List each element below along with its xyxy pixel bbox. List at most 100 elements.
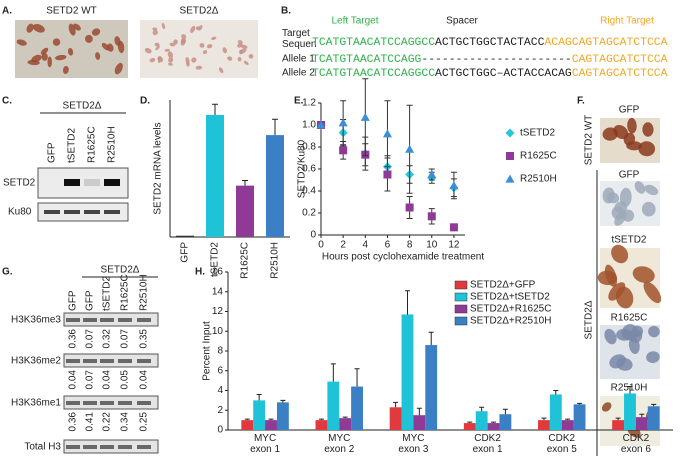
panel-label: E.: [294, 96, 304, 107]
bar: [265, 420, 277, 430]
x-tick-label: 8: [407, 240, 413, 251]
bar: [413, 415, 426, 430]
bar: [538, 420, 550, 430]
error-bar: [428, 331, 434, 346]
bar: [241, 420, 254, 430]
x-tick-label: 10: [426, 240, 438, 251]
sequence: TCATGTAACATCCAGGCCACTGCTGGCTACTACCACAGCA…: [312, 37, 668, 49]
seq-middle: ----------------------: [421, 54, 571, 66]
error-bar: [354, 368, 360, 387]
band: [84, 210, 100, 214]
cell: [198, 25, 203, 31]
error-bar: [256, 393, 262, 401]
bar: [425, 345, 438, 430]
seq-left: TCATGTAACATCCAGGCC: [312, 68, 435, 80]
bar: [339, 418, 352, 430]
cell: [84, 34, 93, 43]
bar: [612, 420, 625, 430]
band: [66, 445, 80, 449]
error-bar: [404, 290, 410, 315]
legend-label: R1625C: [520, 151, 557, 162]
quant-value: 0.22: [102, 412, 113, 432]
cell: [611, 244, 629, 264]
quant-value: 0.05: [120, 370, 131, 390]
cell: [67, 47, 74, 56]
image-title: R2510H: [611, 383, 648, 394]
x-tick-label: MYC exon 2: [324, 433, 355, 455]
band: [83, 359, 97, 363]
point: [427, 212, 436, 221]
cell: [648, 325, 660, 338]
bar: [401, 314, 414, 430]
x-tick-label-box: CDK2 exon 6: [621, 433, 651, 455]
bar: [487, 423, 500, 430]
y-tick-label: 14: [212, 286, 224, 297]
bar: [389, 407, 402, 430]
group-label: SETD2Δ: [101, 265, 140, 276]
cell: [168, 62, 173, 66]
cell: [632, 266, 655, 283]
cell: [47, 56, 52, 68]
x-tick-label: 12: [448, 240, 460, 251]
bar: [635, 417, 648, 430]
cell: [167, 51, 174, 59]
image-title: GFP: [619, 105, 640, 116]
legend-label: SETD2Δ+R2510H: [470, 316, 551, 327]
quant-value: 0.04: [68, 370, 79, 390]
micrograph: [140, 20, 258, 78]
x-tick-label: CDK2 exon 5: [546, 433, 577, 455]
y-tick-label: 0.8: [302, 142, 316, 153]
cell: [180, 38, 186, 46]
band: [137, 318, 151, 322]
y-tick-label: 0.2: [302, 208, 316, 219]
image-title: SETD2Δ: [180, 6, 219, 17]
error-bar: [330, 363, 336, 382]
y-axis-label: SETD2/Ku80: [297, 139, 308, 198]
cell: [206, 44, 213, 49]
bar: [266, 135, 284, 237]
cell: [186, 61, 190, 67]
y-tick-label: 2: [217, 405, 223, 416]
cell: [646, 351, 660, 364]
cell: [157, 56, 164, 63]
cell: [32, 24, 45, 33]
quant-value: 0.36: [68, 329, 79, 349]
quant-value: 0.04: [139, 370, 150, 390]
legend-swatch: [454, 316, 468, 326]
cell: [243, 60, 249, 66]
band: [118, 359, 132, 363]
cell: [202, 50, 208, 55]
cell: [619, 187, 632, 207]
row-label-box: Target Sequence: [282, 28, 316, 50]
error-bar: [651, 403, 657, 407]
point: [449, 181, 459, 190]
cell: [101, 42, 110, 51]
point: [338, 118, 348, 127]
cell: [164, 48, 170, 52]
band: [83, 318, 97, 322]
quant-value: 0.04: [102, 370, 113, 390]
y-axis-label: SETD2 mRNA levels: [153, 122, 164, 214]
y-tick-label: 10: [212, 326, 224, 337]
band: [83, 445, 97, 449]
x-tick-label: MYC exon 1: [250, 433, 281, 455]
header-left: Left Target: [331, 16, 378, 27]
row-label: H3K36me2: [11, 356, 61, 367]
cell: [62, 65, 69, 75]
band: [66, 401, 80, 405]
seq-right: CAGTAGCATCTCCA: [572, 68, 668, 80]
cell: [622, 209, 635, 222]
x-tick-label-box: MYC exon 3: [398, 433, 428, 455]
image-title: SETD2 WT: [46, 6, 97, 17]
cell: [239, 49, 243, 55]
seq-left: TCATGTAACATCCAGG: [312, 54, 422, 66]
cell: [627, 117, 637, 134]
seq-middle: ACTGCTGGC–ACTACCACAG: [435, 68, 572, 80]
cell: [117, 40, 125, 54]
cell: [227, 56, 233, 61]
x-tick-label-box: MYC exon 2: [324, 433, 355, 455]
error-bar: [502, 408, 508, 415]
lane-label: tSETD2: [102, 276, 113, 311]
legend-swatch: [454, 292, 468, 302]
header-right: Right Target: [600, 16, 654, 27]
